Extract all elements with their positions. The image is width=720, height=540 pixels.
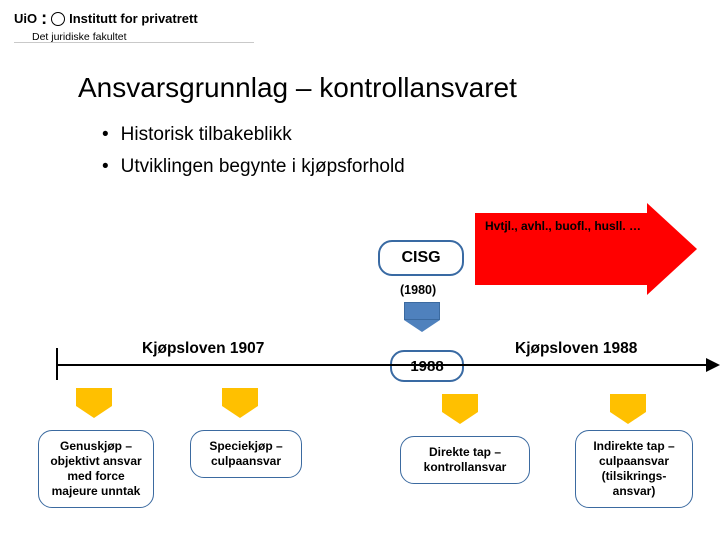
logo-seal-icon <box>51 12 65 26</box>
arrow-down-icon <box>76 388 112 416</box>
arrow-down-icon <box>222 388 258 416</box>
logo-separator: : <box>41 8 47 29</box>
header-logo: UiO : Institutt for privatrett Det jurid… <box>14 8 198 43</box>
logo-uio: UiO <box>14 11 37 26</box>
arrow-down-icon <box>610 394 646 422</box>
cisg-label: CISG <box>401 249 440 267</box>
label-kjopsloven-1907: Kjøpsloven 1907 <box>142 340 264 358</box>
bullet-list: Historisk tilbakeblikk Utviklingen begyn… <box>102 124 405 188</box>
box-genuskjop: Genuskjøp – objektivt ansvar med force m… <box>38 430 154 508</box>
box-speciekjop: Speciekjøp – culpaansvar <box>190 430 302 478</box>
box-indirekte-tap: Indirekte tap – culpaansvar (tilsikrings… <box>575 430 693 508</box>
timeline-line <box>56 364 710 366</box>
timeline-arrowhead-icon <box>706 358 720 372</box>
continuation-arrow-text: Hvtjl., avhl., buofl., husll. … <box>485 219 641 234</box>
year-1988-box: 1988 <box>390 350 464 382</box>
bullet-item: Utviklingen begynte i kjøpsforhold <box>102 156 405 178</box>
arrow-down-icon <box>404 302 440 330</box>
arrow-down-icon <box>442 394 478 422</box>
box-direkte-tap: Direkte tap – kontrollansvar <box>400 436 530 484</box>
logo-institute: Institutt for privatrett <box>69 11 198 26</box>
logo-divider <box>14 42 254 43</box>
slide-title: Ansvarsgrunnlag – kontrollansvaret <box>78 72 517 104</box>
cisg-year: (1980) <box>400 283 436 297</box>
label-kjopsloven-1988: Kjøpsloven 1988 <box>515 340 637 358</box>
year-1988-label: 1988 <box>410 358 443 375</box>
bullet-item: Historisk tilbakeblikk <box>102 124 405 146</box>
cisg-box: CISG <box>378 240 464 276</box>
continuation-arrow: Hvtjl., avhl., buofl., husll. … <box>475 203 705 295</box>
